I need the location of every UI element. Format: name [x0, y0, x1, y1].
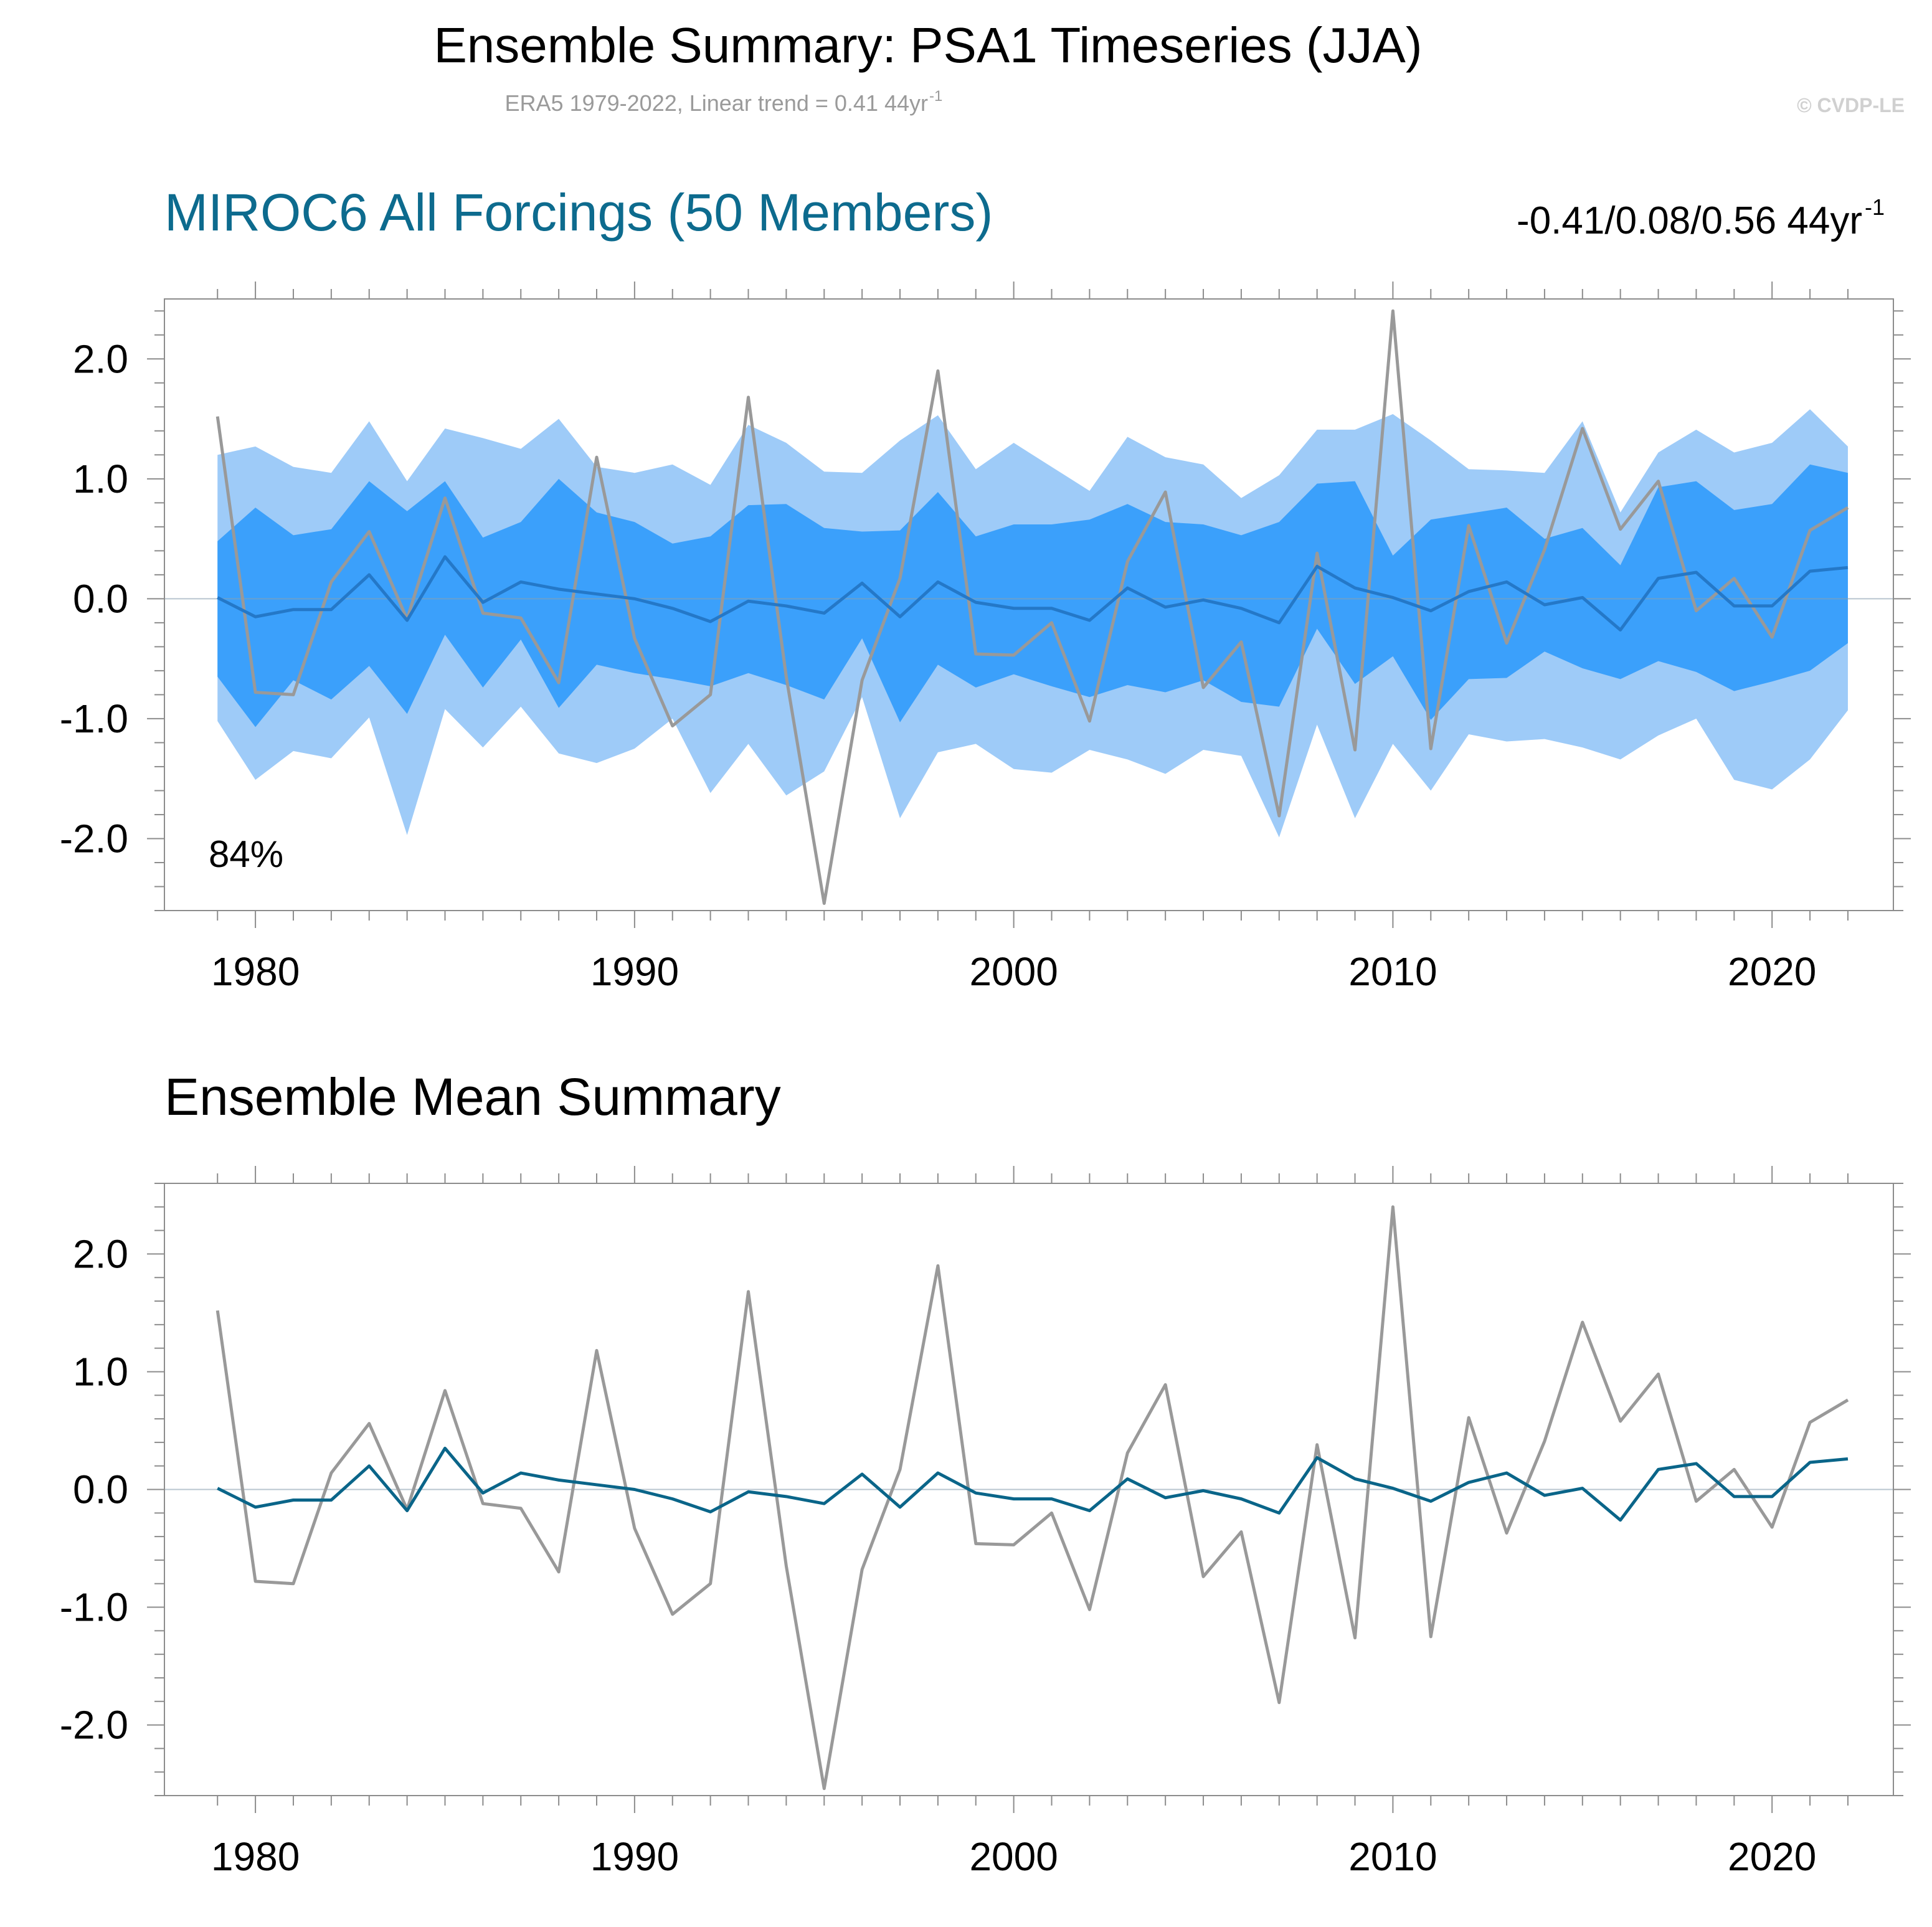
panel-top-bands: [217, 409, 1848, 838]
y-tick-label: 0.0: [73, 1467, 128, 1512]
x-tick-label: 1980: [211, 1834, 300, 1879]
panel-bottom-tick-labels: 2.0 1.0 0.0 -1.0 -2.0 1980 1990 2000 2010 2020: [60, 1231, 1817, 1879]
y-tick-label: 2.0: [73, 1231, 128, 1276]
panel-top-tick-labels: 2.0 1.0 0.0 -1.0 -2.0 1980 1990 2000 2010 2020: [60, 336, 1817, 994]
panel-top-frame: [164, 298, 1894, 911]
x-tick-label: 1990: [590, 1834, 679, 1879]
y-tick-label: -1.0: [60, 1585, 128, 1630]
y-tick-label: 1.0: [73, 1349, 128, 1394]
x-tick-label: 2010: [1348, 1834, 1437, 1879]
x-tick-label: 2020: [1728, 949, 1816, 994]
figure-subtitle-superscript: -1: [929, 88, 942, 105]
y-tick-label: -2.0: [60, 816, 128, 861]
y-tick-label: 2.0: [73, 336, 128, 381]
panel-top-percent-annotation: 84%: [209, 833, 283, 875]
panel-bottom-ticks: [147, 1166, 1911, 1813]
plot-frame: [164, 298, 1894, 911]
inner-band-area: [217, 464, 1848, 727]
panel-top-trend-label: -0.41/0.08/0.56 44yr: [1517, 199, 1862, 242]
y-tick-label: 1.0: [73, 457, 128, 501]
x-tick-label: 2000: [969, 1834, 1058, 1879]
copyright-label: © CVDP-LE: [1797, 94, 1905, 116]
x-tick-label: 2000: [969, 949, 1058, 994]
figure-title: Ensemble Summary: PSA1 Timeseries (JJA): [433, 17, 1422, 73]
observed-series-line: [215, 309, 1849, 905]
ensemble-mean-line: [217, 555, 1849, 632]
panel-top-plot: 2.0 1.0 0.0 -1.0 -2.0 1980 1990 2000 2010 2020 84…: [60, 282, 1911, 994]
panel-top-trend-superscript: -1: [1865, 194, 1885, 220]
panel-top-lines: [215, 309, 1849, 905]
panel-bottom-title: Ensemble Mean Summary: [164, 1068, 781, 1126]
panel-bottom-lines: [215, 1205, 1849, 1791]
x-tick-label: 1990: [590, 949, 679, 994]
y-tick-label: 0.0: [73, 576, 128, 621]
ensemble-mean-line: [217, 1446, 1849, 1522]
panel-top-title: MIROC6 All Forcings (50 Members): [164, 183, 993, 242]
figure-subtitle: ERA5 1979-2022, Linear trend = 0.41 44yr: [505, 90, 928, 116]
panel-top-ticks: [147, 282, 1911, 928]
x-tick-label: 1980: [211, 949, 300, 994]
panel-bottom-plot: 2.0 1.0 0.0 -1.0 -2.0 1980 1990 2000 2010 2020: [60, 1166, 1911, 1879]
y-tick-label: -2.0: [60, 1703, 128, 1748]
x-tick-label: 2010: [1348, 949, 1437, 994]
y-tick-label: -1.0: [60, 696, 128, 741]
x-tick-label: 2020: [1728, 1834, 1816, 1879]
observed-series-line: [215, 1205, 1849, 1791]
